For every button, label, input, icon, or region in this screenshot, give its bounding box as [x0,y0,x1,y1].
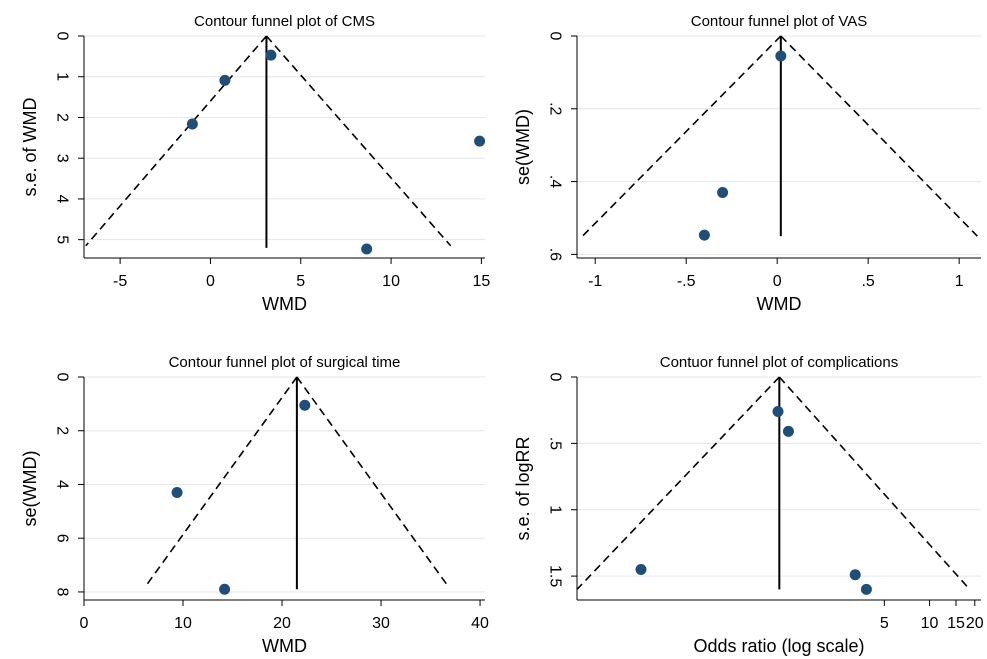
x-tick-label: 10 [921,615,939,632]
x-tick-label: -.5 [677,273,696,290]
funnel-line-left [581,35,782,237]
x-tick-label: -1 [588,273,602,290]
y-tick-label: .4 [547,175,564,188]
x-tick-label: 5 [296,273,305,290]
y-tick-label: 1 [54,72,71,81]
data-point [474,135,486,147]
y-tick-label: 1.5 [547,565,564,587]
funnel-line-left [85,35,268,247]
x-axis-label: WMD [262,294,307,314]
chart-title: Contuor funnel plot of complications [660,354,898,371]
funnel-line-right [778,376,971,590]
data-point [219,74,231,86]
funnel-line-left [146,376,298,585]
y-tick-label: 0 [54,373,71,382]
x-tick-label: 20 [273,615,291,632]
funnel-line-right [296,376,448,585]
x-tick-label: 0 [206,273,215,290]
x-tick-label: 0 [773,273,782,290]
y-axis-label: se(WMD) [20,451,40,527]
data-point [860,583,872,595]
y-tick-label: 2 [54,426,71,435]
data-point [717,186,729,198]
y-tick-label: 1 [547,505,564,514]
chart-panel-3: 0 10 20 30 40 0 2 4 6 8 Contour funnel plot of sur… [20,354,489,656]
y-tick-label: 5 [54,235,71,244]
data-point [361,243,373,255]
data-point [782,425,794,437]
y-tick-label: 0 [54,32,71,41]
data-point [849,569,861,581]
y-tick-label: .6 [547,248,564,261]
y-axis-label: se(WMD) [513,109,533,185]
x-tick-label: 10 [382,273,400,290]
x-tick-label: -5 [113,273,127,290]
funnel-line-right [265,35,452,247]
data-point [171,487,183,499]
x-axis-label: Odds ratio (log scale) [693,636,864,656]
y-axis-label: s.e. of WMD [20,97,40,196]
chart-panel-4: 5 10 15 20 0 .5 1 1.5 Contuor funnel plot of com… [513,354,984,656]
chart-panel-2: -1 -.5 0 .5 1 0 .2 .4 .6 Contour funnel plot of V… [513,13,981,314]
data-point [772,406,784,418]
y-tick-label: .2 [547,102,564,115]
x-tick-label: .5 [861,273,874,290]
y-tick-label: 8 [54,587,71,596]
data-point [635,563,647,575]
x-tick-label: 30 [372,615,390,632]
y-tick-label: 4 [54,480,71,489]
x-axis-label: WMD [262,636,307,656]
y-tick-label: 0 [547,32,564,41]
x-tick-label: 15 [947,615,965,632]
data-point [219,583,231,595]
x-tick-label: 10 [174,615,192,632]
chart-title: Contour funnel plot of CMS [194,13,375,30]
chart-panel-1: -5 0 5 10 15 0 1 2 3 4 5 Contour funnel plot of CMS… [20,13,490,314]
data-point [299,399,311,411]
y-axis-label: s.e. of logRR [513,436,533,540]
y-tick-label: .5 [547,437,564,450]
data-point [698,229,710,241]
x-tick-label: 0 [80,615,89,632]
data-point [775,50,787,62]
chart-title: Contour funnel plot of surgical time [169,354,401,371]
x-tick-label: 1 [955,273,964,290]
y-tick-label: 3 [54,154,71,163]
x-tick-label: 15 [472,273,490,290]
data-point [186,118,198,130]
x-axis-label: WMD [757,294,802,314]
y-tick-label: 0 [547,373,564,382]
y-tick-label: 2 [54,113,71,122]
x-tick-label: 20 [966,615,984,632]
data-point [265,49,277,61]
y-tick-label: 4 [54,194,71,203]
chart-title: Contour funnel plot of VAS [691,13,868,30]
y-tick-label: 6 [54,534,71,543]
funnel-line-right [780,35,978,237]
x-tick-label: 5 [880,615,889,632]
funnel-line-left [576,376,780,590]
x-tick-label: 40 [471,615,489,632]
